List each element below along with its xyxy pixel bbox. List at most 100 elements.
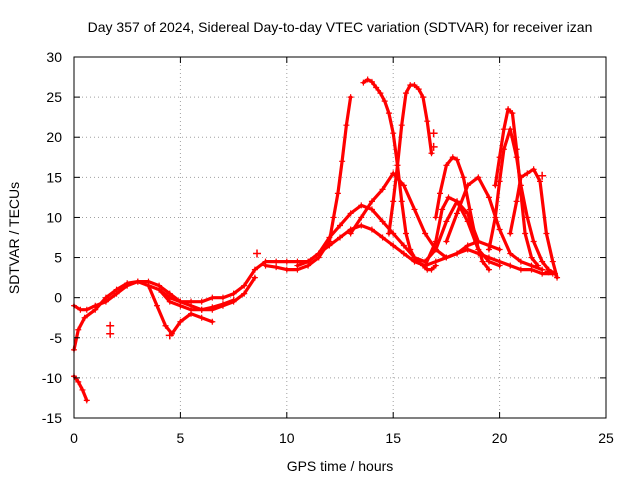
data-point — [464, 242, 471, 249]
data-point — [445, 194, 452, 201]
plot-frame — [73, 56, 607, 419]
x-tick-label: 5 — [177, 430, 185, 446]
data-point — [507, 126, 514, 133]
data-point — [334, 190, 341, 197]
x-tick-label: 25 — [598, 430, 614, 446]
data-point — [230, 297, 237, 304]
data-point — [449, 154, 456, 161]
series-line-sat-m — [444, 175, 544, 272]
data-point — [454, 250, 461, 257]
data-point — [368, 226, 375, 233]
y-axis-title: SDTVAR / TECUs — [6, 182, 22, 294]
data-point — [443, 218, 450, 225]
data-point — [347, 210, 354, 217]
data-point — [92, 306, 99, 313]
y-tick-label: 10 — [46, 209, 62, 225]
data-point — [379, 234, 386, 241]
data-point — [219, 294, 226, 301]
series-line-sat-a — [72, 223, 555, 312]
data-point — [432, 262, 439, 269]
data-point — [513, 198, 520, 205]
data-point — [411, 206, 418, 213]
data-point — [443, 238, 450, 245]
data-point — [337, 234, 343, 241]
data-point — [466, 206, 473, 213]
data-point — [507, 250, 514, 257]
plot-area — [71, 76, 561, 404]
data-point — [326, 234, 333, 241]
y-tick-label: -10 — [42, 370, 62, 386]
data-point — [485, 194, 492, 201]
x-tick-label: 20 — [492, 430, 508, 446]
series-line-sat-d — [146, 284, 214, 336]
data-point — [496, 262, 503, 269]
data-point — [475, 246, 482, 253]
data-point — [439, 206, 446, 213]
data-point — [77, 306, 84, 313]
data-point — [437, 190, 444, 197]
isolated-point — [544, 267, 553, 276]
data-point — [241, 290, 248, 297]
data-point — [251, 266, 258, 273]
data-point — [485, 258, 492, 265]
data-point — [75, 326, 82, 333]
data-point — [102, 294, 109, 301]
data-point — [230, 290, 237, 297]
data-point — [419, 94, 426, 101]
data-point — [394, 162, 401, 169]
data-point — [479, 258, 486, 265]
data-point — [475, 174, 482, 181]
data-point — [364, 76, 371, 83]
data-point — [153, 302, 160, 309]
chart-title: Day 357 of 2024, Sidereal Day-to-day VTE… — [88, 19, 593, 35]
data-point — [390, 130, 397, 137]
data-point — [390, 242, 397, 249]
data-point — [485, 246, 492, 253]
data-point — [209, 304, 216, 311]
y-tick-label: 30 — [46, 49, 62, 65]
data-point — [537, 178, 544, 185]
data-point — [145, 282, 152, 289]
data-point — [198, 306, 205, 313]
data-point — [156, 286, 163, 293]
data-point — [381, 98, 388, 105]
data-point — [198, 314, 205, 321]
data-point — [524, 170, 531, 177]
data-point — [524, 214, 531, 221]
data-point — [422, 262, 429, 269]
data-point — [398, 122, 405, 129]
data-point — [262, 262, 269, 269]
isolated-point — [253, 249, 262, 258]
data-point — [496, 246, 503, 253]
data-point — [330, 214, 337, 221]
data-point — [464, 182, 471, 189]
data-point — [432, 214, 439, 221]
data-point — [75, 378, 82, 385]
data-point — [337, 222, 343, 229]
data-point — [113, 286, 120, 293]
data-point — [385, 110, 392, 117]
y-tick-label: 5 — [54, 250, 62, 266]
y-tick-label: -15 — [42, 410, 62, 426]
data-point — [507, 262, 514, 269]
data-point — [517, 266, 524, 273]
data-point — [79, 386, 86, 393]
data-point — [134, 278, 141, 285]
data-point — [496, 226, 503, 233]
data-point — [251, 274, 258, 281]
data-point — [513, 146, 520, 153]
data-point — [530, 238, 537, 245]
y-tick-label: 0 — [54, 290, 62, 306]
data-point — [454, 210, 461, 217]
series-line-sat-f — [263, 95, 353, 272]
data-point — [198, 298, 205, 305]
series-line-sat-o — [295, 199, 480, 268]
data-point — [505, 106, 512, 113]
data-point — [400, 242, 407, 249]
data-point — [177, 302, 184, 309]
data-point — [305, 258, 312, 265]
data-point — [415, 86, 422, 93]
data-point — [402, 230, 409, 237]
data-point — [485, 266, 492, 273]
data-point — [390, 230, 397, 237]
